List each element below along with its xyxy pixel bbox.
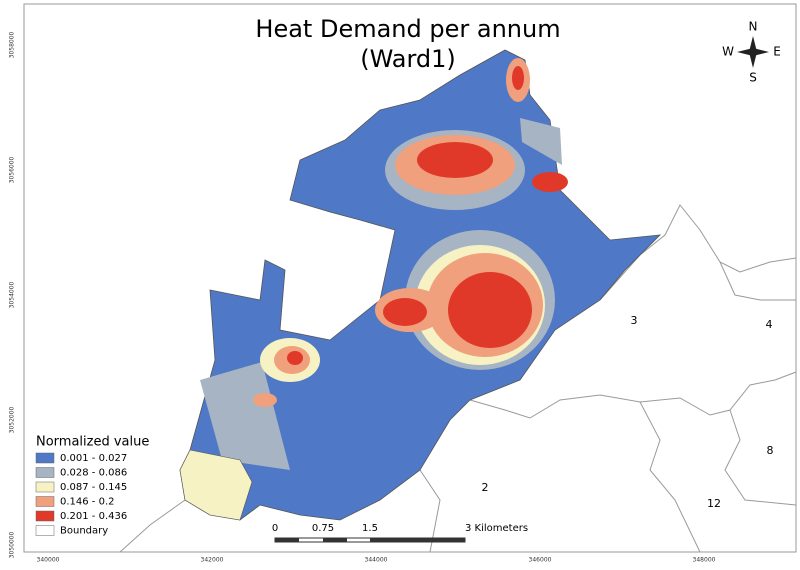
scale-label: 0.75 — [312, 523, 334, 534]
y-coordinate-label: 3058000 — [9, 31, 16, 58]
legend-label: 0.087 - 0.145 — [60, 482, 127, 493]
scale-label: 3 Kilometers — [465, 523, 528, 534]
scale-label: 0 — [272, 523, 278, 534]
class-area — [417, 142, 493, 178]
compass-label: W — [722, 45, 734, 59]
legend-label: 0.001 - 0.027 — [60, 453, 127, 464]
legend-label: 0.028 - 0.086 — [60, 468, 127, 479]
legend-swatch — [36, 468, 54, 478]
scale-label: 1.5 — [362, 523, 378, 534]
scale-bar-segment — [323, 538, 347, 542]
class-area — [287, 351, 303, 365]
legend-label: 0.201 - 0.436 — [60, 511, 127, 522]
ward-label: 8 — [767, 444, 774, 457]
legend-title: Normalized value — [36, 435, 149, 450]
legend-swatch — [36, 526, 54, 536]
x-coordinate-label: 348000 — [693, 557, 716, 564]
class-area — [532, 172, 568, 192]
ward-label: 12 — [707, 497, 721, 510]
legend-label: 0.146 - 0.2 — [60, 497, 115, 508]
y-coordinate-label: 3056000 — [9, 156, 16, 183]
ward-label: 4 — [766, 318, 773, 331]
x-coordinate-label: 342000 — [201, 557, 224, 564]
legend-swatch — [36, 482, 54, 492]
compass-label: S — [749, 71, 757, 85]
scale-bar-segment — [275, 538, 299, 542]
x-coordinate-label: 340000 — [37, 557, 60, 564]
class-area — [253, 393, 277, 407]
ward-label: 2 — [482, 481, 489, 494]
compass-label: N — [749, 20, 758, 34]
y-coordinate-label: 3050000 — [9, 531, 16, 558]
scale-bar-segment — [370, 538, 465, 542]
legend-swatch — [36, 453, 54, 463]
legend-label: Boundary — [60, 526, 108, 537]
class-area — [448, 272, 532, 348]
class-area — [512, 66, 524, 90]
x-coordinate-label: 346000 — [529, 557, 552, 564]
class-area — [383, 298, 427, 326]
map-subtitle: (Ward1) — [360, 45, 456, 73]
compass-label: E — [773, 45, 781, 59]
y-coordinate-label: 3052000 — [9, 406, 16, 433]
legend-swatch — [36, 497, 54, 507]
map-title: Heat Demand per annum — [255, 15, 560, 43]
x-coordinate-label: 344000 — [365, 557, 388, 564]
ward-label: 3 — [631, 314, 638, 327]
y-coordinate-label: 3054000 — [9, 281, 16, 308]
legend-swatch — [36, 511, 54, 521]
